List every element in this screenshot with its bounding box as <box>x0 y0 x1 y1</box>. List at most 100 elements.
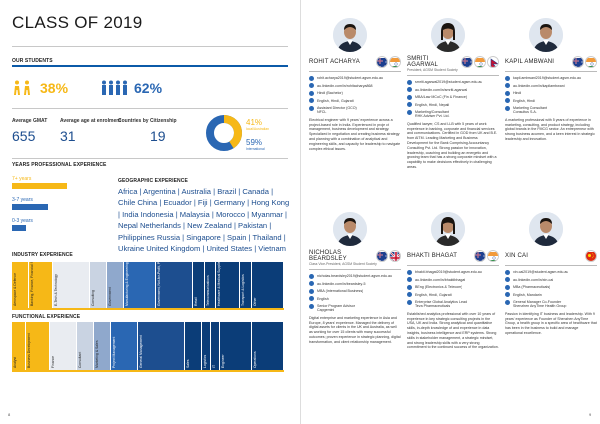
uk-flag-icon <box>389 250 401 262</box>
student-email[interactable]: rohit.acharya2019@student.agsm.edu.au <box>317 76 383 81</box>
language-icon <box>309 98 314 104</box>
email-icon <box>309 273 314 279</box>
student-linkedin[interactable]: au.linkedin.com/in/kapilambwani <box>513 83 565 88</box>
student-email-row[interactable]: smriti.agarwal2019@student.agsm.edu.au <box>407 79 499 87</box>
student-degree-row: BEng (Electronics & Telecom) <box>407 284 499 292</box>
experience-bar <box>12 183 67 189</box>
student-linkedin-row[interactable]: au.linkedin.com/in/smriti-agarwal <box>407 86 499 94</box>
language-icon <box>309 296 314 302</box>
left-page: CLASS OF 2019 OUR STUDENTS 38% 62% Avera… <box>0 0 300 424</box>
international-percent: 59% <box>246 138 263 147</box>
industry-segment-label: Telecommunications <box>205 275 210 306</box>
student-role-line: Senior Program Advisor <box>317 303 355 308</box>
student-languages: English, Hindi, Gujarati <box>415 292 452 297</box>
student-role-line: Capgemini <box>317 308 335 313</box>
student-divider <box>309 71 401 72</box>
student-linkedin[interactable]: au.linkedin.com/in/bhaktibhagat <box>415 277 466 282</box>
industry-segment: Transport & Logistics <box>240 262 252 308</box>
australia-flag-icon <box>572 56 584 68</box>
student-bio: Qualified lawyer, CS and LLB with 5 year… <box>407 121 498 169</box>
student-name: BHAKTI BHAGAT <box>407 253 458 259</box>
gmat-label: Average GMAT <box>12 118 48 124</box>
student-email-row[interactable]: kapil.ambwani2019@student.agsm.edu.au <box>505 75 597 83</box>
degree-icon <box>407 94 412 100</box>
student-degree-row: MBA (International Business) <box>309 288 401 296</box>
student-email[interactable]: nicholas.beardsley2019@student.agsm.edu.… <box>317 274 392 279</box>
student-email-row[interactable]: nicholas.beardsley2019@student.agsm.edu.… <box>309 273 401 281</box>
student-degree: BEng (Electronics & Telecom) <box>415 285 463 290</box>
functional-segment-label: Analyst <box>13 356 17 368</box>
student-email-row[interactable]: rohit.acharya2019@student.agsm.edu.au <box>309 75 401 83</box>
student-linkedin[interactable]: au.linkedin.com/in/rohitacharya868 <box>317 83 373 88</box>
industry-segment: Government <box>106 262 124 308</box>
australia-flag-icon <box>376 250 388 262</box>
age-label: Average age at enrolment <box>60 118 121 124</box>
linkedin-icon <box>505 277 510 283</box>
student-email[interactable]: smriti.agarwal2019@student.agsm.edu.au <box>415 80 483 85</box>
functional-segment: General Management <box>137 322 186 370</box>
student-linkedin[interactable]: au.linkedin.com/in/beardsley-5 <box>317 281 366 286</box>
male-percent: 62% <box>134 80 163 96</box>
student-subtitle: Class Vice-President, AGSM Student Socie… <box>309 262 377 266</box>
functional-stacked-bar: Analyst Business Development Finance Consul… <box>12 322 284 370</box>
nepal-flag-icon <box>487 56 499 68</box>
student-linkedin-row[interactable]: au.linkedin.com/in/xin-cai <box>505 276 597 284</box>
india-flag-icon <box>487 250 499 262</box>
student-photo <box>431 212 465 246</box>
student-degree-row: MBa (Pharmaceuticals) <box>505 284 597 292</box>
student-email-row[interactable]: bhakti.bhagat2019@student.agsm.edu.au <box>407 269 499 277</box>
student-linkedin-row[interactable]: au.linkedin.com/in/beardsley-5 <box>309 280 401 288</box>
degree-icon <box>309 90 314 96</box>
student-role-line: Marketing Consultant <box>513 105 547 110</box>
student-languages: English, Hindi, Nepali <box>415 102 450 107</box>
industry-segment-label: Aerospace & Defence <box>13 273 17 306</box>
student-bio: Passion in identifying IT business and l… <box>505 311 597 335</box>
student-role: Marketing/Consultant RHK Adviser Pvt. Ltd… <box>415 110 450 119</box>
industry-segment-label: Government, Not-for-Profit, Public Secto… <box>156 262 161 306</box>
functional-segment: Finance <box>50 322 78 370</box>
functional-segment-label: Finance <box>51 355 56 368</box>
student-email[interactable]: xin.cai2019@student.agsm.edu.au <box>513 270 569 275</box>
geographic-heading: GEOGRAPHIC EXPERIENCE <box>118 178 188 184</box>
student-degree: Hindi (Bachelor) <box>317 91 343 96</box>
functional-segment: Operations <box>251 322 284 370</box>
industry-segment: Other <box>251 262 284 308</box>
functional-segment: Project Management <box>110 322 138 370</box>
female-stat: 38% <box>12 80 68 96</box>
title-divider <box>12 46 288 47</box>
student-role-row: Assistant Director (GCO) NFCL <box>309 105 401 115</box>
local-percent: 41% <box>246 118 263 127</box>
student-card: NICHOLAS BEARDSLEY Class Vice-President, … <box>309 212 401 345</box>
experience-bar-row: 3-7 years <box>12 197 82 210</box>
australia-flag-icon <box>474 250 486 262</box>
industry-segment: E-Tech & Technology <box>53 262 91 308</box>
student-degree: MBa (Pharmaceuticals) <box>513 285 551 290</box>
experience-bar-label: 3-7 years <box>12 197 33 203</box>
our-students-rule <box>12 65 288 67</box>
student-card: BHAKTI BHAGAT bhakti.bhagat2019@student.a… <box>407 212 499 350</box>
student-photo <box>529 18 563 52</box>
functional-segment: Sales <box>185 322 202 370</box>
student-linkedin[interactable]: au.linkedin.com/in/xin-cai <box>513 277 554 282</box>
female-percent: 38% <box>40 80 69 96</box>
student-linkedin-row[interactable]: au.linkedin.com/in/bhaktibhagat <box>407 276 499 284</box>
student-linkedin-row[interactable]: au.linkedin.com/in/rohitacharya868 <box>309 82 401 90</box>
student-role-line: Shenzhen AnyTime Health Group <box>513 304 567 309</box>
student-role-line: Marketing/Consultant <box>415 109 449 114</box>
student-email[interactable]: kapil.ambwani2019@student.agsm.edu.au <box>513 76 581 81</box>
student-role: Marketing Consultant Consultus S.A. <box>513 106 547 115</box>
functional-segment-label: Marketing & Sales <box>95 340 99 368</box>
student-photo <box>529 212 563 246</box>
student-email-row[interactable]: xin.cai2019@student.agsm.edu.au <box>505 269 597 277</box>
student-email[interactable]: bhakti.bhagat2019@student.agsm.edu.au <box>415 270 482 275</box>
student-role-line: Consultus S.A. <box>513 110 537 115</box>
student-role-line: Enterprise Global Analytics Lead <box>415 299 467 304</box>
student-linkedin[interactable]: au.linkedin.com/in/smriti-agarwal <box>415 87 468 92</box>
student-name: KAPIL AMBWANI <box>505 59 555 65</box>
student-role: Enterprise Global Analytics Lead Teva Pha… <box>415 300 467 309</box>
years-experience-heading: YEARS PROFESSIONAL EXPERIENCE <box>12 162 107 168</box>
student-linkedin-row[interactable]: au.linkedin.com/in/kapilambwani <box>505 82 597 90</box>
functional-segment: Logistics <box>201 322 211 370</box>
india-flag-icon <box>474 56 486 68</box>
student-degree-row: Hindi (Bachelor) <box>309 90 401 98</box>
